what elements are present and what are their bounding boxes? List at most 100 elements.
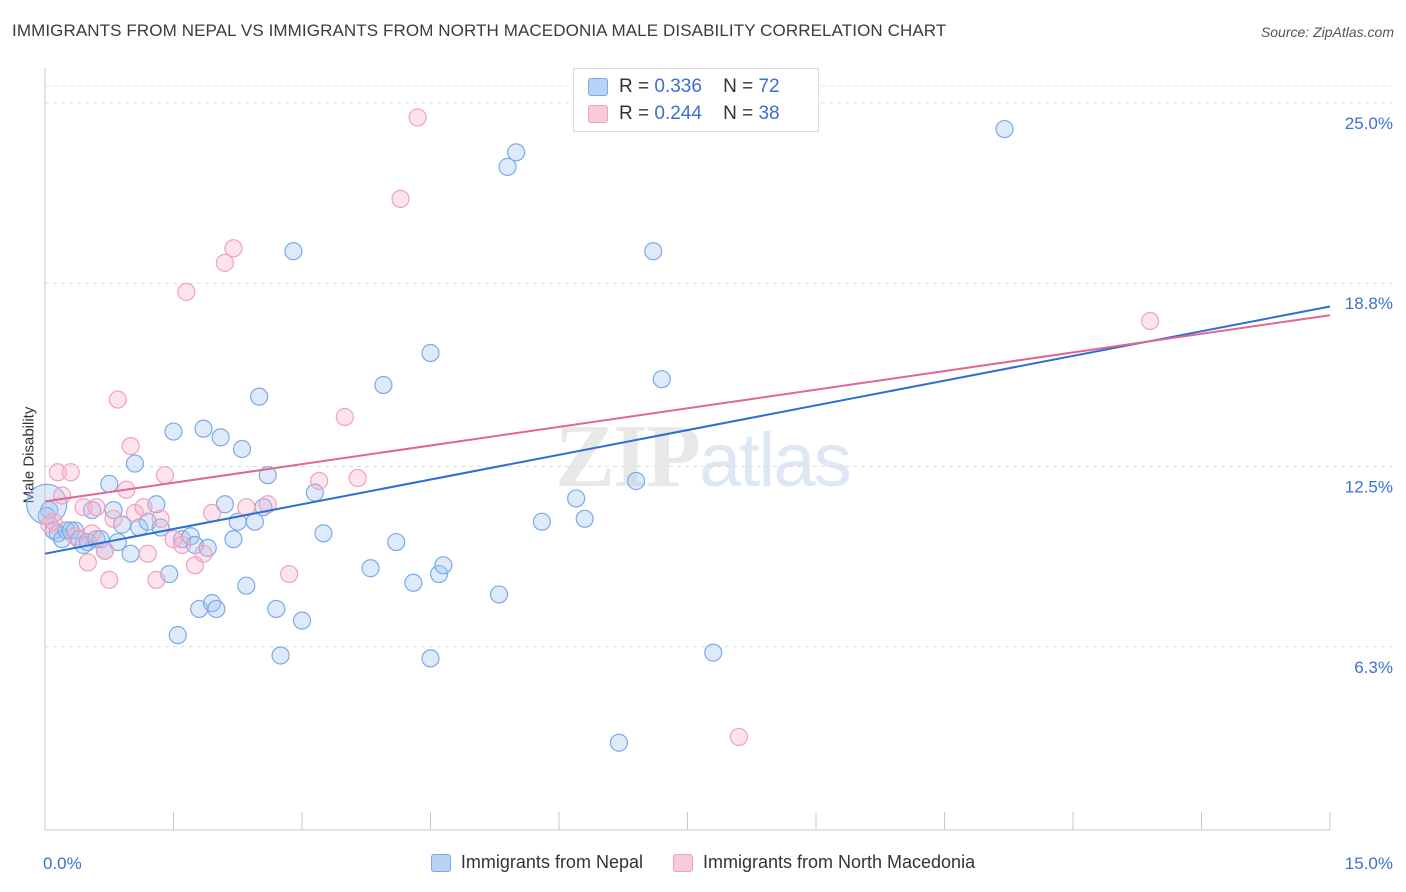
data-point — [626, 471, 646, 491]
data-point — [335, 407, 354, 427]
y-tick-label: 12.5% — [1345, 477, 1393, 496]
data-point — [280, 564, 299, 584]
data-point — [532, 512, 551, 531]
data-point — [121, 436, 140, 456]
data-point — [100, 474, 119, 494]
data-point — [224, 239, 243, 258]
data-point — [151, 509, 170, 528]
chart-title: IMMIGRANTS FROM NEPAL VS IMMIGRANTS FROM… — [12, 21, 947, 40]
data-point — [61, 463, 80, 482]
data-point — [65, 521, 85, 540]
data-point — [207, 599, 226, 619]
y-tick-label: 6.3% — [1354, 658, 1393, 677]
data-point — [374, 375, 393, 395]
trend-line — [44, 305, 1331, 555]
data-point — [211, 428, 230, 447]
data-point — [78, 553, 97, 572]
data-point — [194, 544, 213, 563]
data-point — [74, 498, 93, 517]
legend-label-nepal: Immigrants from Nepal — [460, 852, 643, 872]
data-point — [250, 387, 269, 406]
legend-item-nepal[interactable]: Immigrants from Nepal — [430, 852, 643, 873]
data-point — [87, 498, 106, 517]
data-point — [348, 468, 367, 488]
n-value-nepal: 72 — [758, 76, 780, 97]
data-point — [121, 544, 140, 563]
r-value-macedonia: 0.244 — [654, 103, 702, 124]
grid-lines — [45, 85, 1392, 648]
r-value-nepal: 0.336 — [654, 76, 702, 97]
data-point — [100, 570, 119, 589]
data-point — [575, 509, 594, 528]
data-point — [147, 570, 166, 589]
y-tick-label: 18.8% — [1345, 294, 1393, 313]
data-point — [434, 556, 453, 575]
data-point — [284, 242, 303, 261]
data-point — [258, 495, 277, 514]
data-point — [44, 512, 63, 531]
data-point — [53, 486, 72, 505]
data-point — [489, 585, 509, 604]
data-point — [644, 242, 663, 261]
data-point — [48, 463, 67, 482]
data-point — [237, 576, 256, 595]
data-point — [138, 544, 157, 563]
data-point — [729, 727, 749, 747]
data-point — [215, 495, 234, 514]
r-label: R = — [619, 103, 650, 124]
tick-labels: 6.3% 12.5% 18.8% 25.0% 0.0% 15.0% — [43, 114, 1393, 873]
x-tick-label: 15.0% — [1345, 854, 1393, 873]
legend-label-macedonia: Immigrants from North Macedonia — [702, 852, 976, 872]
n-value-macedonia: 38 — [758, 103, 780, 124]
r-label: R = — [619, 76, 650, 97]
data-point — [134, 498, 153, 517]
data-point — [155, 466, 175, 485]
legend-swatch-nepal — [430, 853, 451, 872]
y-tick-label: 25.0% — [1345, 114, 1393, 133]
nepal-swatch — [588, 78, 608, 96]
data-point — [507, 143, 526, 162]
data-point — [408, 108, 427, 127]
data-point — [202, 503, 222, 523]
data-point — [125, 454, 145, 473]
data-point — [108, 390, 127, 409]
data-point — [1140, 311, 1160, 331]
legend-swatch-macedonia — [672, 853, 693, 872]
data-point — [267, 599, 286, 619]
legend: Immigrants from Nepal Immigrants from No… — [0, 852, 1406, 873]
source-label: Source: ZipAtlas.com — [1260, 24, 1394, 40]
watermark: ZIPatlas — [555, 407, 852, 506]
data-point — [421, 343, 440, 363]
data-point — [310, 471, 329, 491]
legend-item-macedonia[interactable]: Immigrants from North Macedonia — [672, 852, 976, 873]
data-point — [215, 253, 234, 272]
data-point — [704, 643, 723, 662]
data-point — [391, 189, 410, 208]
data-point — [95, 541, 115, 560]
data-point — [498, 157, 517, 176]
axes — [44, 68, 1331, 831]
data-point — [194, 419, 213, 438]
data-point — [258, 466, 277, 485]
data-point — [652, 370, 671, 389]
data-point — [387, 532, 406, 552]
trend-line — [44, 314, 1331, 503]
x-tick-label: 0.0% — [43, 854, 82, 873]
data-point — [232, 439, 252, 459]
data-point — [292, 611, 312, 630]
data-point — [421, 649, 440, 668]
trend-lines — [44, 305, 1331, 555]
macedonia-swatch — [588, 105, 608, 123]
data-point — [83, 524, 102, 543]
n-label: N = — [723, 103, 754, 124]
data-point — [177, 282, 196, 302]
data-point — [361, 559, 380, 578]
data-point — [104, 509, 123, 528]
data-point — [567, 489, 586, 508]
series-nepal-points — [26, 119, 1014, 752]
series-macedonia-points — [40, 108, 1160, 747]
data-point — [609, 733, 629, 752]
data-point — [172, 535, 192, 555]
stats-row-macedonia: R = 0.244 N = 38 — [588, 101, 780, 127]
